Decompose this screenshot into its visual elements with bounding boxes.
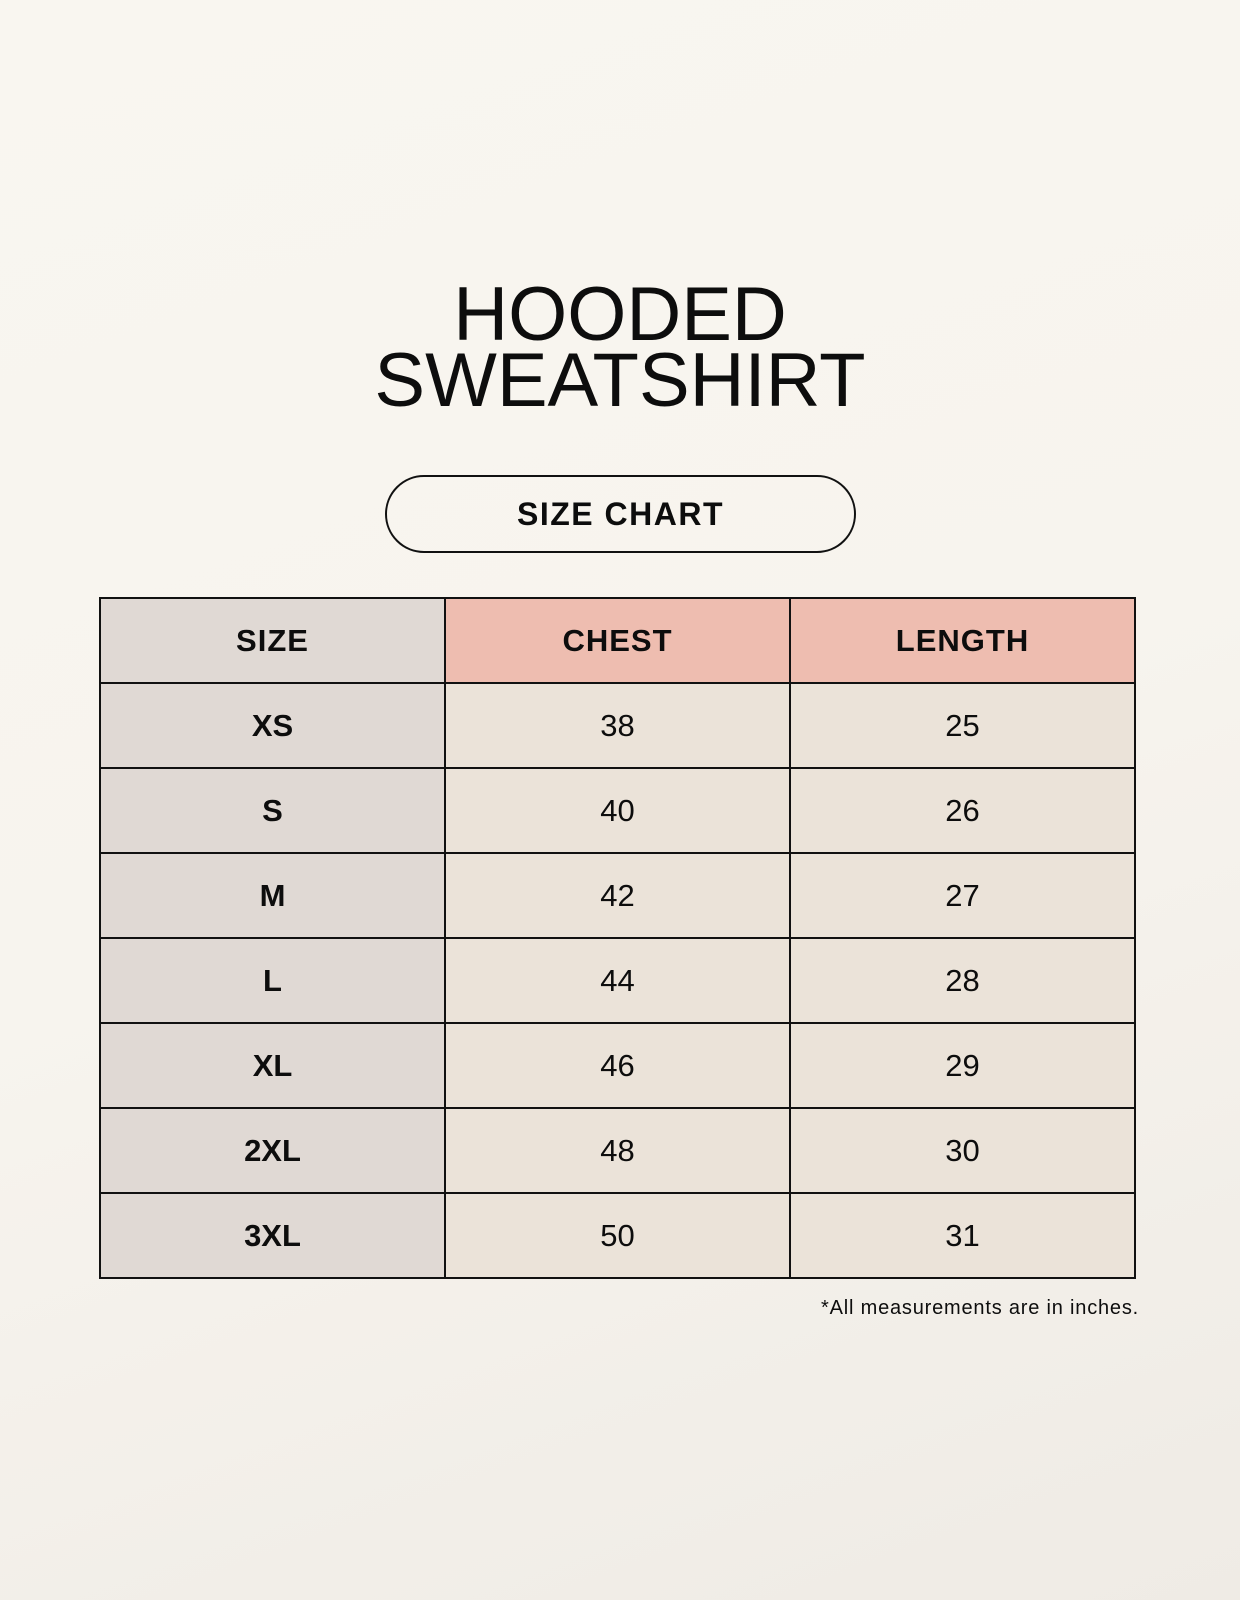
cell-size: S — [99, 767, 446, 854]
table-row: XS 38 25 — [99, 682, 1136, 769]
cell-length: 31 — [789, 1192, 1136, 1279]
cell-chest: 38 — [444, 682, 791, 769]
size-chart-badge: SIZE CHART — [385, 475, 856, 553]
cell-size: M — [99, 852, 446, 939]
cell-size: XL — [99, 1022, 446, 1109]
page-title: HOODED SWEATSHIRT — [0, 272, 1240, 423]
cell-chest: 42 — [444, 852, 791, 939]
cell-length: 28 — [789, 937, 1136, 1024]
table-row: 2XL 48 30 — [99, 1107, 1136, 1194]
cell-chest: 46 — [444, 1022, 791, 1109]
cell-chest: 50 — [444, 1192, 791, 1279]
cell-length: 30 — [789, 1107, 1136, 1194]
cell-chest: 40 — [444, 767, 791, 854]
header-chest: CHEST — [444, 597, 791, 684]
cell-length: 25 — [789, 682, 1136, 769]
header-size: SIZE — [99, 597, 446, 684]
cell-chest: 44 — [444, 937, 791, 1024]
cell-size: 2XL — [99, 1107, 446, 1194]
cell-length: 27 — [789, 852, 1136, 939]
table-header-row: SIZE CHEST LENGTH — [99, 597, 1136, 684]
cell-chest: 48 — [444, 1107, 791, 1194]
measurement-note: *All measurements are in inches. — [821, 1297, 1139, 1319]
cell-length: 29 — [789, 1022, 1136, 1109]
table-row: S 40 26 — [99, 767, 1136, 854]
header-length: LENGTH — [789, 597, 1136, 684]
size-table: SIZE CHEST LENGTH XS 38 25 S 40 26 M 42 27 L 44 28 X… — [99, 597, 1136, 1279]
table-row: XL 46 29 — [99, 1022, 1136, 1109]
cell-size: L — [99, 937, 446, 1024]
cell-size: 3XL — [99, 1192, 446, 1279]
table-row: M 42 27 — [99, 852, 1136, 939]
cell-size: XS — [99, 682, 446, 769]
title-line-1: HOODED — [453, 272, 787, 357]
table-row: L 44 28 — [99, 937, 1136, 1024]
title-line-2: SWEATSHIRT — [374, 338, 866, 423]
cell-length: 26 — [789, 767, 1136, 854]
table-row: 3XL 50 31 — [99, 1192, 1136, 1279]
